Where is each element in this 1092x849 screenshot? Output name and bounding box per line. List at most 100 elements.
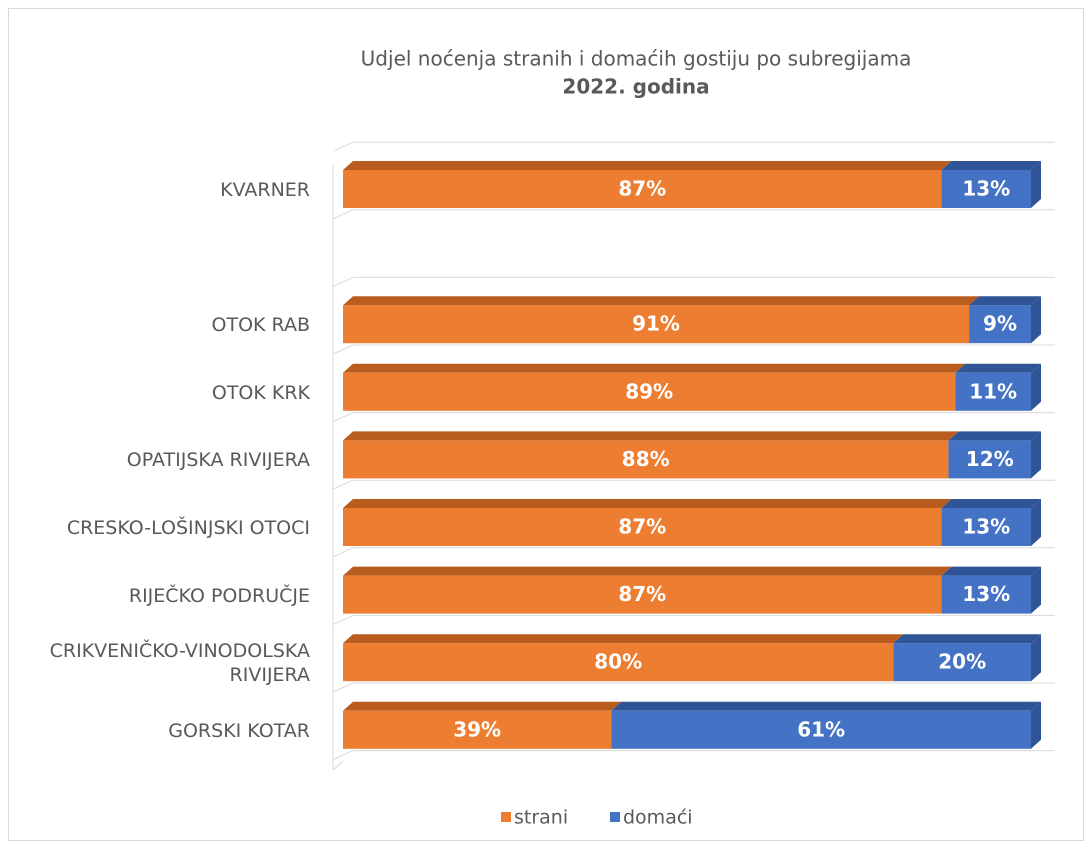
data-label: 12% — [966, 447, 1014, 471]
bar-segment — [343, 701, 622, 749]
y-tick-label-text: KVARNER — [220, 179, 310, 201]
bar-top — [343, 161, 952, 170]
data-label: 13% — [962, 177, 1010, 201]
chart-title: Udjel noćenja stranih i domaćih gostiju … — [361, 47, 912, 71]
bar — [941, 508, 1031, 546]
bar-segment — [343, 296, 980, 344]
y-tick-label: OPATIJSKA RIVIJERA — [20, 428, 310, 492]
legend-swatch — [610, 812, 620, 822]
bar — [343, 170, 942, 208]
bar-segment — [955, 363, 1041, 411]
data-label: 88% — [622, 447, 670, 471]
bar-side — [1031, 363, 1041, 411]
bar — [955, 372, 1031, 411]
bar-segment — [969, 296, 1041, 344]
bar-top — [955, 363, 1041, 373]
bar-top — [948, 431, 1041, 441]
bar-segment — [343, 431, 959, 479]
wall-line — [332, 547, 354, 558]
bar-side — [1031, 634, 1041, 682]
y-tick-label-text: OTOK KRK — [211, 381, 310, 404]
bar — [941, 575, 1031, 614]
bar — [343, 508, 942, 546]
y-tick-label: RIJEČKO PODRUČJE — [20, 564, 310, 628]
bar-side — [1031, 161, 1041, 208]
wall-line — [332, 276, 354, 287]
bar-top — [343, 566, 952, 576]
data-label: 13% — [962, 582, 1010, 606]
legend-label: domaći — [623, 807, 693, 829]
y-tick-label-text: CRIKVENIČKO-VINODOLSKA RIVIJERA — [49, 640, 310, 687]
bar — [343, 575, 942, 614]
data-label: 11% — [969, 379, 1017, 403]
bar-segment — [941, 161, 1041, 208]
wall-line — [332, 682, 354, 693]
data-label: 20% — [938, 650, 986, 674]
y-tick-label: OTOK RAB — [20, 293, 310, 357]
bar-segment — [343, 566, 952, 614]
bar-top — [343, 431, 959, 441]
bar — [948, 440, 1031, 479]
wall-line — [332, 209, 354, 220]
bar-segment — [948, 431, 1041, 479]
bar-segment — [343, 499, 952, 546]
bar-segment — [941, 499, 1041, 546]
bar-top — [343, 634, 904, 644]
bar — [343, 440, 949, 479]
bar-segment — [343, 363, 966, 411]
bar-top — [343, 499, 952, 508]
bar-segment — [343, 634, 904, 682]
wall-line — [332, 479, 354, 490]
bar-top — [941, 566, 1041, 576]
data-label: 87% — [618, 515, 666, 539]
data-label: 80% — [594, 650, 642, 674]
wall-line — [332, 344, 354, 355]
data-label: 87% — [618, 177, 666, 201]
bar — [611, 710, 1031, 749]
bar-segment — [611, 701, 1041, 749]
bar-top — [941, 499, 1041, 508]
bar-side — [1031, 499, 1041, 546]
y-tick-label: KVARNER — [20, 158, 310, 222]
axis-wall — [332, 760, 344, 771]
bar-segment — [941, 566, 1041, 614]
bar — [343, 372, 956, 411]
data-label: 39% — [453, 717, 501, 741]
bar — [343, 643, 894, 682]
bar-top — [343, 296, 980, 306]
y-tick-label: CRIKVENIČKO-VINODOLSKA RIVIJERA — [20, 631, 310, 695]
chart-subtitle: 2022. godina — [562, 75, 709, 99]
y-tick-label-text: CRESKO-LOŠINJSKI OTOCI — [66, 517, 310, 539]
data-label: 9% — [983, 312, 1017, 336]
bar — [343, 305, 970, 344]
legend-swatch — [501, 812, 511, 822]
wall-line — [332, 750, 354, 761]
bar — [893, 643, 1031, 682]
bar-top — [941, 161, 1041, 170]
y-tick-label-text: RIJEČKO PODRUČJE — [128, 584, 310, 607]
bar-top — [969, 296, 1041, 306]
y-tick-label-text: OPATIJSKA RIVIJERA — [126, 449, 310, 472]
bar-top — [893, 634, 1041, 644]
wall-line — [332, 141, 354, 152]
wall-line — [332, 614, 354, 625]
wall-line — [332, 412, 354, 423]
data-label: 61% — [797, 717, 845, 741]
y-tick-label: GORSKI KOTAR — [20, 699, 310, 763]
bar-segment — [893, 634, 1041, 682]
bar-side — [1031, 431, 1041, 479]
bar-top — [343, 363, 966, 373]
y-tick-label-text: GORSKI KOTAR — [168, 719, 310, 742]
data-label: 91% — [632, 312, 680, 336]
data-label: 87% — [618, 582, 666, 606]
bar — [969, 305, 1031, 344]
bar — [343, 710, 612, 749]
bar — [941, 170, 1031, 208]
y-tick-label: OTOK KRK — [20, 361, 310, 425]
bar-segment — [343, 161, 952, 208]
data-label: 89% — [625, 379, 673, 403]
bar-side — [1031, 566, 1041, 614]
bar-top — [343, 701, 622, 711]
